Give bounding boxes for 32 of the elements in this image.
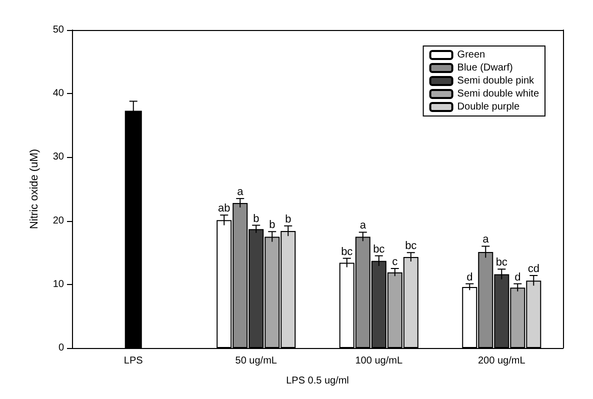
data-label: b — [253, 212, 260, 225]
y-axis-title: Nitric oxide (uM) — [28, 148, 40, 230]
data-label: bc — [496, 256, 508, 269]
legend-label: Blue (Dwarf) — [457, 62, 513, 74]
data-label: d — [466, 271, 473, 284]
data-label: bc — [373, 243, 386, 256]
data-label: a — [482, 234, 490, 246]
data-label: bc — [405, 240, 418, 252]
y-tick-label: 10 — [52, 278, 64, 290]
data-label: a — [360, 220, 367, 232]
legend-label: Semi double white — [457, 88, 540, 100]
y-tick-label: 40 — [52, 88, 64, 100]
y-tick-label: 0 — [58, 342, 64, 354]
x-tick-label: LPS — [124, 356, 144, 366]
data-label: cd — [528, 262, 540, 275]
data-label: bc — [341, 246, 354, 258]
y-tick-label: 50 — [52, 24, 64, 36]
y-tick-label: 30 — [52, 152, 64, 163]
x-tick-label: 200 ug/mL — [478, 356, 526, 366]
legend-label: Green — [457, 50, 486, 60]
data-label: d — [514, 271, 521, 284]
data-label: a — [237, 186, 244, 198]
data-label: b — [285, 213, 292, 226]
data-label: ab — [218, 202, 230, 215]
x-tick-label: 50 ug/mL — [235, 356, 278, 366]
legend-label: Double purple — [457, 102, 520, 112]
y-tick-label: 20 — [52, 215, 64, 226]
data-label: c — [392, 256, 398, 268]
data-label: b — [269, 219, 276, 232]
x-tick-label: 100 ug/mL — [355, 356, 403, 366]
x-axis-title: LPS 0.5 ug/ml — [286, 376, 349, 386]
legend-label: Semi double pink — [457, 76, 535, 86]
